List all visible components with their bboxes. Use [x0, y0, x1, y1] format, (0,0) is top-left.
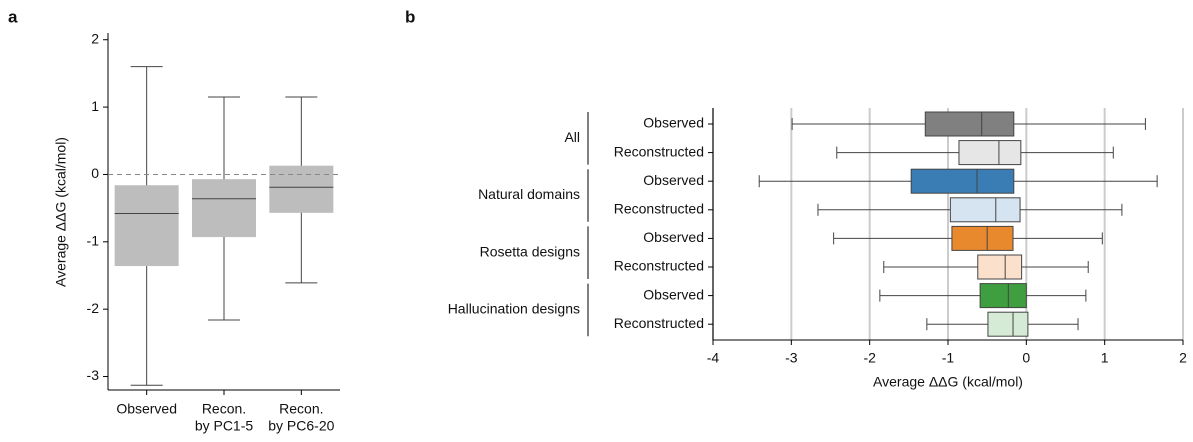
box	[951, 225, 1014, 251]
x-axis-label: Average ΔΔG (kcal/mol)	[873, 374, 1023, 390]
box	[114, 185, 179, 267]
x-tick-label: 0	[1022, 350, 1030, 366]
panel-label: a	[8, 7, 18, 26]
x-tick-label: Recon.	[279, 401, 323, 417]
group-label: Hallucination designs	[448, 301, 580, 317]
group-label: Rosetta designs	[480, 243, 580, 259]
y-tick-label: Reconstructed	[614, 143, 704, 159]
y-tick-label: -2	[87, 300, 100, 316]
y-tick-label: 2	[91, 30, 99, 46]
y-tick-label: -3	[87, 367, 100, 383]
x-tick-label: Recon.	[202, 401, 246, 417]
box	[924, 111, 1015, 137]
y-tick-label: Reconstructed	[614, 201, 704, 217]
box	[192, 179, 256, 238]
y-tick-label: Reconstructed	[614, 258, 704, 274]
x-tick-label: by PC6-20	[268, 418, 334, 434]
x-tick-label: 2	[1179, 350, 1187, 366]
x-tick-label: -2	[863, 350, 876, 366]
y-tick-label: Observed	[643, 229, 704, 245]
group-label: Natural domains	[478, 186, 580, 202]
panel-label: b	[405, 7, 415, 26]
y-axis-label: Average ΔΔG (kcal/mol)	[53, 137, 69, 287]
y-tick-label: Observed	[643, 115, 704, 131]
x-tick-label: -1	[942, 350, 955, 366]
y-tick-label: Observed	[643, 172, 704, 188]
y-tick-label: -1	[87, 233, 100, 249]
y-tick-label: 0	[91, 165, 99, 181]
box	[269, 165, 334, 213]
x-tick-label: Observed	[116, 401, 177, 417]
x-tick-label: -3	[785, 350, 798, 366]
y-tick-label: Observed	[643, 286, 704, 302]
box	[949, 197, 1021, 223]
x-tick-label: by PC1-5	[195, 418, 254, 434]
box	[979, 283, 1027, 309]
box	[910, 168, 1015, 194]
box	[977, 254, 1023, 280]
y-tick-label: 1	[91, 98, 99, 114]
x-tick-label: 1	[1101, 350, 1109, 366]
box	[987, 311, 1029, 337]
y-tick-label: Reconstructed	[614, 315, 704, 331]
x-tick-label: -4	[707, 350, 720, 366]
group-label: All	[564, 129, 580, 145]
box	[958, 140, 1022, 166]
